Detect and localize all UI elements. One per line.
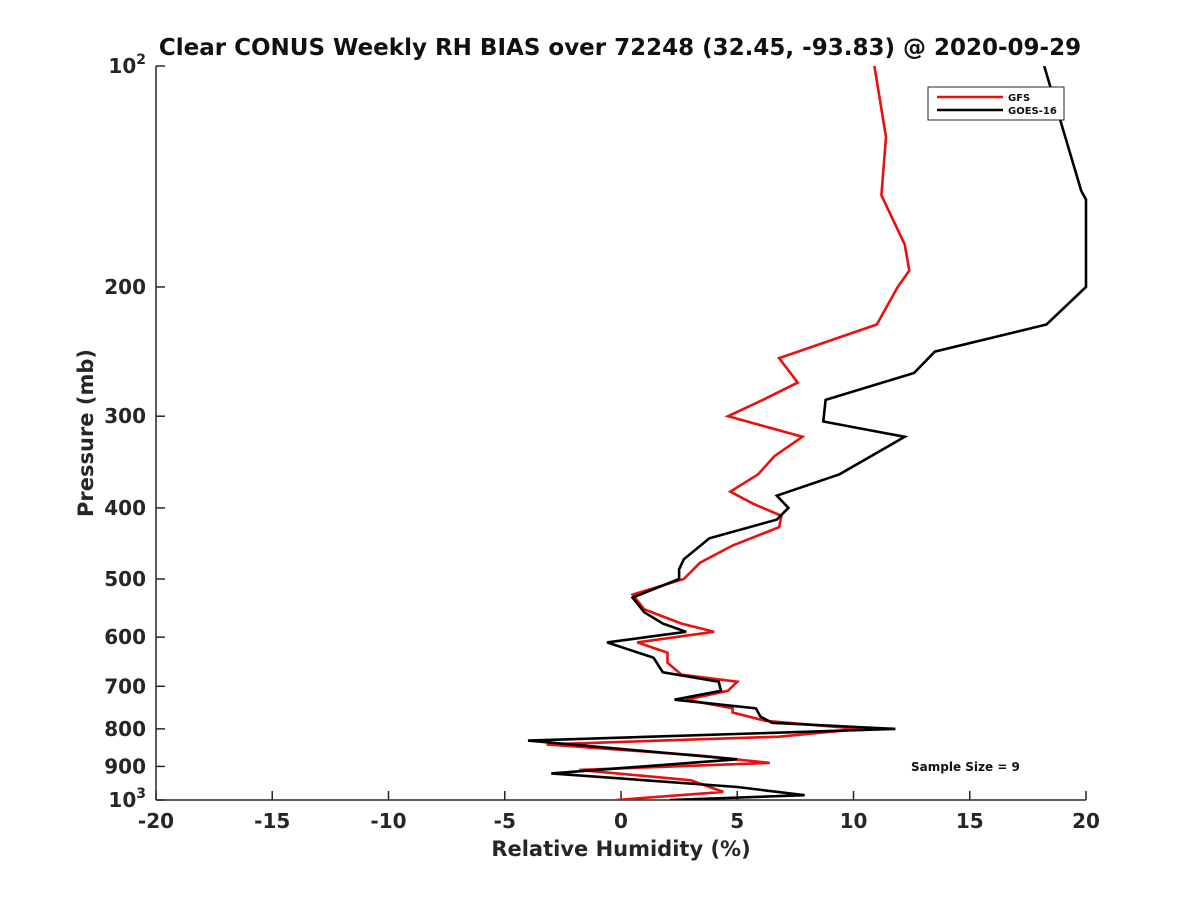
y-tick-label-exponent: 2	[136, 52, 146, 68]
chart-title: Clear CONUS Weekly RH BIAS over 72248 (3…	[159, 35, 1081, 61]
x-axis-label: Relative Humidity (%)	[491, 837, 750, 861]
x-tick-label: 15	[956, 809, 984, 833]
y-tick-label: 700	[104, 674, 146, 698]
y-tick-label: 200	[104, 275, 146, 299]
y-tick-label: 102	[108, 52, 146, 78]
x-tick-label: -15	[254, 809, 290, 833]
legend: GFS GOES-16	[927, 86, 1065, 121]
x-tick-label: 20	[1072, 809, 1100, 833]
y-tick-label: 300	[104, 404, 146, 428]
y-tick-label: 400	[104, 496, 146, 520]
y-tick-label: 900	[104, 754, 146, 778]
x-tick-label: -10	[370, 809, 406, 833]
series-line-goes16	[527, 66, 1088, 800]
x-tick-label: -5	[494, 809, 516, 833]
axes	[155, 66, 1086, 801]
y-tick-label-base: 10	[108, 788, 136, 812]
series-line-gfs	[546, 66, 911, 800]
x-ticks: -20 -15 -10 -5 0 5 10 15 20	[138, 791, 1100, 833]
legend-label-goes16: GOES-16	[1008, 106, 1057, 117]
y-tick-label-base: 10	[108, 54, 136, 78]
x-tick-label: 0	[614, 809, 628, 833]
legend-label-gfs: GFS	[1008, 93, 1030, 104]
y-tick-label: 800	[104, 717, 146, 741]
x-tick-label: 5	[730, 809, 744, 833]
sample-size-annotation: Sample Size = 9	[911, 760, 1020, 774]
series-lines	[527, 66, 1088, 800]
x-tick-label: 10	[840, 809, 868, 833]
y-tick-label: 500	[104, 567, 146, 591]
x-tick-label: -20	[138, 809, 174, 833]
y-tick-label: 600	[104, 625, 146, 649]
legend-box	[927, 86, 1065, 121]
y-tick-label-exponent: 3	[136, 786, 146, 802]
y-tick-label: 103	[108, 786, 146, 812]
y-axis-label: Pressure (mb)	[74, 349, 98, 517]
